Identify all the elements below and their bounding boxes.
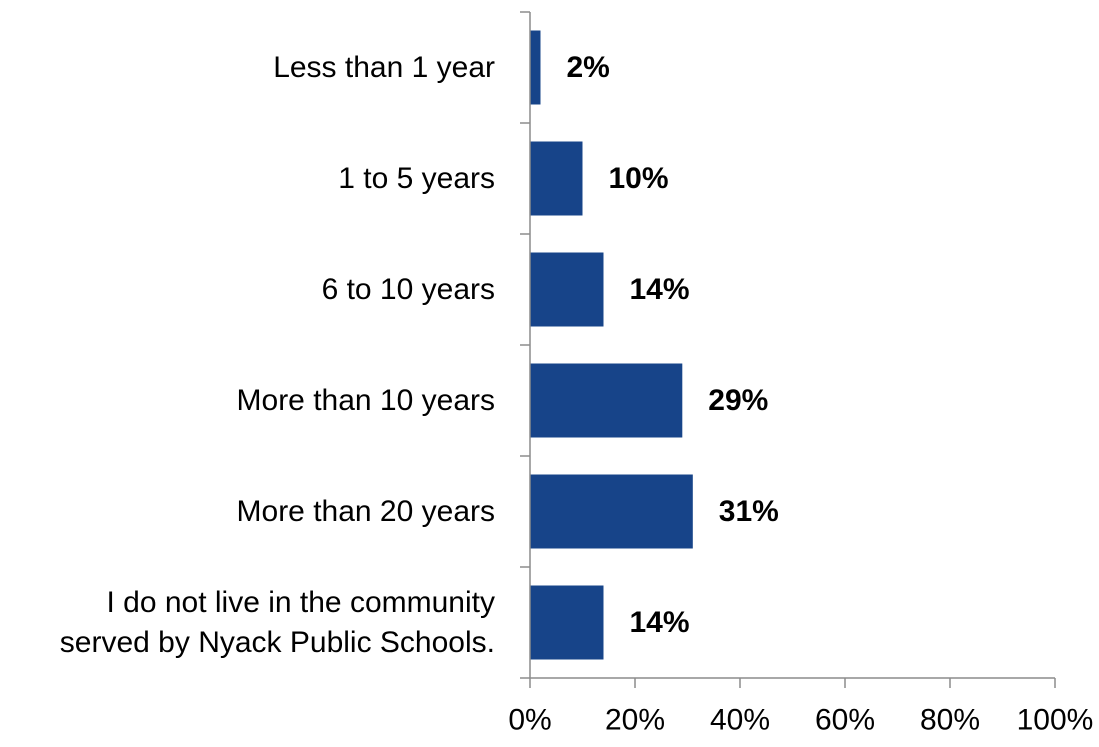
- x-tick-label: 60%: [815, 704, 875, 737]
- category-label: 1 to 5 years: [338, 162, 495, 195]
- data-label: 14%: [630, 606, 690, 639]
- category-label: I do not live in the community: [106, 586, 495, 619]
- category-label: More than 20 years: [237, 495, 495, 528]
- bar: [530, 141, 583, 216]
- category-label: Less than 1 year: [273, 51, 495, 84]
- category-label: served by Nyack Public Schools.: [60, 626, 495, 659]
- data-label: 10%: [609, 162, 669, 195]
- bar: [530, 30, 541, 105]
- x-tick-label: 40%: [710, 704, 770, 737]
- data-label: 2%: [567, 51, 610, 84]
- category-label: 6 to 10 years: [322, 273, 495, 306]
- bar: [530, 585, 604, 660]
- data-label: 14%: [630, 273, 690, 306]
- data-label: 31%: [719, 495, 779, 528]
- x-tick-label: 20%: [605, 704, 665, 737]
- category-label: More than 10 years: [237, 384, 495, 417]
- x-tick-label: 100%: [1017, 704, 1094, 737]
- bar: [530, 474, 693, 549]
- bar: [530, 363, 683, 438]
- data-label: 29%: [708, 384, 768, 417]
- x-tick-label: 80%: [920, 704, 980, 737]
- x-tick-label: 0%: [508, 704, 551, 737]
- bar: [530, 252, 604, 327]
